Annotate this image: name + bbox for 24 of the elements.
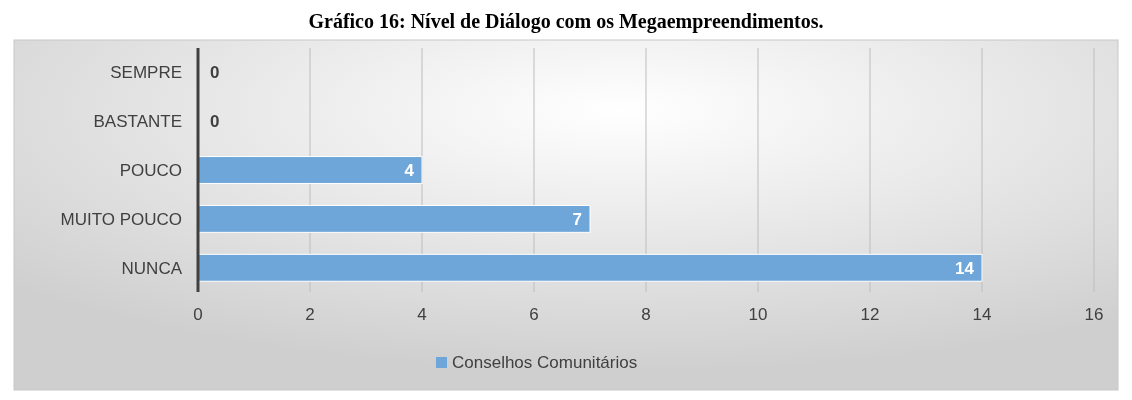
data-label: 14 (955, 258, 975, 278)
y-tick-label: NUNCA (121, 258, 183, 278)
x-tick-label: 14 (972, 305, 992, 324)
y-tick-label: BASTANTE (93, 112, 182, 132)
x-tick-label: 2 (305, 305, 315, 324)
x-tick-label: 0 (193, 305, 203, 324)
x-tick-label: 16 (1084, 305, 1104, 324)
x-tick-label: 4 (417, 305, 427, 324)
bar (197, 156, 423, 184)
data-label: 0 (210, 112, 220, 132)
chart-title: Gráfico 16: Nível de Diálogo com os Megaempreendimentos. (308, 10, 824, 33)
bar (197, 204, 591, 233)
x-tick-label: 6 (529, 305, 539, 324)
data-label: 7 (572, 209, 582, 229)
y-tick-label: MUITO POUCO (60, 209, 182, 229)
x-tick-label: 8 (641, 305, 651, 324)
x-tick-label: 12 (860, 305, 880, 324)
y-tick-label: POUCO (119, 161, 182, 180)
x-tick-label: 10 (748, 305, 768, 324)
y-tick-label: SEMPRE (110, 63, 182, 83)
text: Conselhos Comunitários (452, 353, 638, 372)
bar (197, 253, 983, 282)
data-label: 0 (210, 63, 220, 83)
data-label: 4 (404, 161, 415, 180)
